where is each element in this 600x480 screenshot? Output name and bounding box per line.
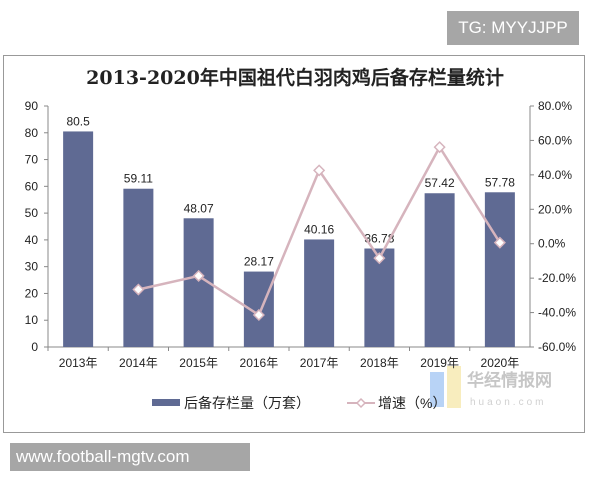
- chart-frame: [3, 55, 585, 433]
- growth-point: [313, 164, 326, 177]
- right-tick-label: -20.0%: [538, 271, 576, 285]
- left-tick-label: 50: [25, 206, 39, 220]
- legend: 后备存栏量（万套） 增速（%）: [152, 395, 446, 411]
- bar-data-label: 59.11: [124, 172, 153, 186]
- left-tick-label: 30: [25, 260, 39, 274]
- growth-point: [132, 283, 145, 296]
- growth-point: [192, 269, 205, 282]
- left-tick-label: 20: [25, 286, 39, 300]
- left-tick-label: 70: [25, 153, 39, 167]
- watermark-top: TG: MYYJJPP: [447, 11, 579, 45]
- legend-line-label: 增速（%）: [378, 395, 446, 411]
- legend-bar-swatch: [152, 399, 180, 406]
- bar-data-label: 40.16: [304, 222, 334, 236]
- left-tick-label: 10: [25, 313, 39, 327]
- svg-text:华经情报网: 华经情报网: [467, 370, 552, 390]
- left-tick-label: 40: [25, 233, 39, 247]
- x-tick-label: 2016年: [240, 356, 279, 370]
- x-tick-label: 2015年: [179, 356, 218, 370]
- legend-bar-label: 后备存栏量（万套）: [184, 395, 310, 411]
- x-tick-label: 2013年: [59, 356, 98, 370]
- right-tick-label: 60.0%: [538, 133, 572, 147]
- right-tick-label: 80.0%: [538, 99, 572, 113]
- left-tick-label: 0: [31, 340, 38, 354]
- x-tick-label: 2020年: [481, 356, 520, 370]
- bar: [424, 193, 455, 347]
- bar: [63, 131, 94, 347]
- left-tick-label: 60: [25, 179, 39, 193]
- right-tick-label: -40.0%: [538, 306, 576, 320]
- bar-data-label: 80.5: [66, 114, 90, 128]
- watermark-bottom: www.football-mgtv.com: [10, 443, 250, 471]
- right-tick-label: 0.0%: [538, 237, 566, 251]
- left-tick-label: 90: [25, 99, 39, 113]
- chart-title: 2013-2020年中国祖代白羽肉鸡后备存栏量统计: [86, 66, 504, 89]
- bar-data-label: 48.07: [184, 201, 214, 215]
- right-tick-label: -60.0%: [538, 340, 576, 354]
- huaon-logo: 华经情报网 huaon.com: [430, 366, 552, 408]
- bar: [123, 188, 154, 347]
- growth-point: [373, 252, 386, 265]
- right-tick-label: 40.0%: [538, 168, 572, 182]
- right-tick-label: 20.0%: [538, 202, 572, 216]
- bar: [484, 192, 515, 347]
- x-tick-label: 2017年: [300, 356, 339, 370]
- growth-point: [433, 141, 446, 154]
- svg-text:huaon.com: huaon.com: [470, 397, 546, 408]
- x-tick-label: 2019年: [420, 356, 459, 370]
- growth-point: [493, 236, 506, 249]
- bar-data-label: 57.78: [485, 175, 515, 189]
- bar: [304, 239, 335, 347]
- left-tick-label: 80: [25, 126, 39, 140]
- legend-diamond-icon: [355, 397, 367, 409]
- bar-data-label: 57.42: [425, 176, 455, 190]
- x-tick-label: 2014年: [119, 356, 158, 370]
- bar: [364, 248, 395, 347]
- x-tick-label: 2018年: [360, 356, 399, 370]
- growth-point: [252, 308, 265, 322]
- bar-data-label: 28.17: [244, 255, 274, 269]
